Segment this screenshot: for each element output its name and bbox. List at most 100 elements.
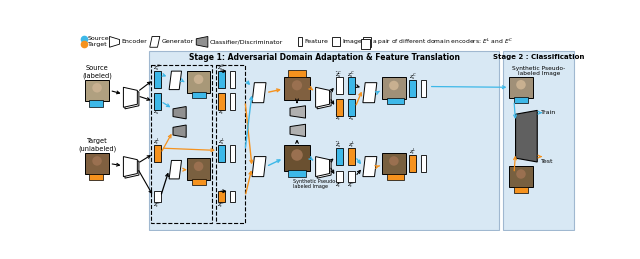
Bar bbox=[509, 76, 532, 98]
Polygon shape bbox=[252, 83, 266, 103]
Polygon shape bbox=[363, 83, 377, 103]
Bar bbox=[230, 191, 235, 202]
Text: $G_s$: $G_s$ bbox=[171, 75, 181, 85]
Text: $z_t^L$: $z_t^L$ bbox=[409, 147, 416, 157]
Text: $C$: $C$ bbox=[177, 108, 184, 117]
Text: $z_s^C$: $z_s^C$ bbox=[348, 69, 355, 80]
Polygon shape bbox=[290, 106, 305, 118]
Bar bbox=[348, 148, 355, 165]
Bar bbox=[191, 92, 205, 98]
Circle shape bbox=[194, 75, 204, 84]
Polygon shape bbox=[109, 37, 120, 47]
Polygon shape bbox=[169, 160, 182, 179]
Text: $z_s^L$: $z_s^L$ bbox=[348, 113, 355, 124]
Bar bbox=[410, 80, 417, 97]
Bar bbox=[387, 98, 404, 104]
Polygon shape bbox=[124, 157, 138, 177]
Bar bbox=[298, 37, 303, 46]
Bar bbox=[154, 145, 161, 162]
Text: $E_s^F$: $E_s^F$ bbox=[127, 92, 136, 103]
Text: Target
(unlabeled): Target (unlabeled) bbox=[78, 138, 116, 152]
Bar bbox=[230, 71, 235, 88]
Text: $G_t$: $G_t$ bbox=[255, 162, 264, 172]
Circle shape bbox=[389, 156, 399, 166]
Bar bbox=[154, 93, 161, 110]
Circle shape bbox=[291, 149, 303, 161]
Text: $x_t$: $x_t$ bbox=[92, 172, 100, 181]
Bar bbox=[154, 191, 161, 202]
Polygon shape bbox=[124, 87, 138, 107]
Text: Stage 1: Adversarial Domain Adaptation & Feature Translation: Stage 1: Adversarial Domain Adaptation &… bbox=[189, 53, 460, 62]
Text: Feature: Feature bbox=[304, 39, 328, 44]
Bar bbox=[289, 170, 305, 177]
Bar bbox=[336, 99, 343, 116]
Text: Encoder: Encoder bbox=[121, 39, 147, 44]
Polygon shape bbox=[363, 157, 377, 177]
Circle shape bbox=[92, 156, 102, 166]
Text: Target: Target bbox=[88, 42, 108, 47]
Text: labeled Image: labeled Image bbox=[293, 184, 328, 189]
Bar bbox=[503, 51, 575, 230]
Bar bbox=[410, 155, 417, 172]
Text: $\hat{x}_s^{id}$: $\hat{x}_s^{id}$ bbox=[194, 90, 203, 100]
Bar bbox=[336, 171, 343, 182]
Text: $z_s^C$: $z_s^C$ bbox=[153, 63, 161, 74]
Text: $M$: $M$ bbox=[520, 129, 532, 142]
Text: $E_t^F$: $E_t^F$ bbox=[319, 161, 328, 172]
Bar bbox=[289, 70, 305, 77]
Bar bbox=[218, 93, 225, 110]
Bar bbox=[90, 100, 103, 106]
Polygon shape bbox=[316, 157, 330, 177]
Bar bbox=[348, 99, 355, 116]
Text: $z_t^C$: $z_t^C$ bbox=[153, 199, 161, 210]
Bar bbox=[218, 71, 225, 88]
Text: $x_t^{cyc}$: $x_t^{cyc}$ bbox=[390, 171, 401, 182]
Polygon shape bbox=[317, 89, 331, 109]
Text: Train: Train bbox=[541, 110, 556, 115]
Bar bbox=[332, 37, 340, 46]
Bar bbox=[509, 166, 532, 188]
Polygon shape bbox=[316, 87, 330, 107]
Text: $D_t$: $D_t$ bbox=[293, 125, 303, 135]
Text: $\hat{z}_s^C$: $\hat{z}_s^C$ bbox=[335, 69, 342, 80]
Text: $z_t^L$: $z_t^L$ bbox=[153, 136, 160, 147]
Text: $\hat{x}_s^{cyc}$: $\hat{x}_s^{cyc}$ bbox=[390, 96, 401, 106]
Text: $z_s^L$: $z_s^L$ bbox=[218, 136, 225, 147]
Text: $\hat{x}_t^{id}$: $\hat{x}_t^{id}$ bbox=[194, 177, 203, 188]
Text: $z_s^C$: $z_s^C$ bbox=[217, 63, 225, 74]
Bar bbox=[348, 171, 355, 182]
Text: Test: Test bbox=[541, 160, 554, 164]
Text: labeled Image: labeled Image bbox=[518, 71, 560, 76]
Bar bbox=[216, 65, 245, 223]
Polygon shape bbox=[196, 37, 208, 47]
Text: $\hat{z}_t^C$: $\hat{z}_t^C$ bbox=[335, 179, 342, 190]
Bar bbox=[84, 80, 109, 101]
Text: Stage 2 : Classification: Stage 2 : Classification bbox=[493, 54, 584, 60]
Bar bbox=[284, 76, 310, 100]
Text: $z_s^L$: $z_s^L$ bbox=[153, 106, 160, 117]
Circle shape bbox=[194, 162, 204, 171]
Text: $G_s$: $G_s$ bbox=[255, 88, 265, 98]
Polygon shape bbox=[125, 158, 139, 178]
Polygon shape bbox=[173, 106, 186, 119]
Text: Source: Source bbox=[88, 36, 109, 41]
Bar bbox=[284, 145, 310, 171]
Text: $z_t^L$: $z_t^L$ bbox=[218, 106, 225, 117]
Bar bbox=[149, 51, 499, 230]
Bar bbox=[387, 174, 404, 180]
Bar bbox=[218, 145, 225, 162]
Polygon shape bbox=[290, 124, 305, 136]
Bar bbox=[514, 187, 528, 193]
Text: $G_t$: $G_t$ bbox=[172, 164, 181, 175]
Bar bbox=[362, 39, 370, 49]
Text: $E^F$: $E^F$ bbox=[361, 39, 369, 48]
Text: a pair of different domain encoders: $E^L$ and $E^C$: a pair of different domain encoders: $E^… bbox=[372, 37, 513, 47]
Bar bbox=[382, 153, 406, 174]
Bar bbox=[514, 97, 528, 103]
Text: $z_t^C$: $z_t^C$ bbox=[348, 179, 355, 190]
Bar bbox=[84, 153, 109, 174]
Bar bbox=[348, 77, 355, 94]
Bar bbox=[90, 174, 103, 180]
Circle shape bbox=[389, 81, 399, 90]
Bar bbox=[151, 65, 212, 223]
